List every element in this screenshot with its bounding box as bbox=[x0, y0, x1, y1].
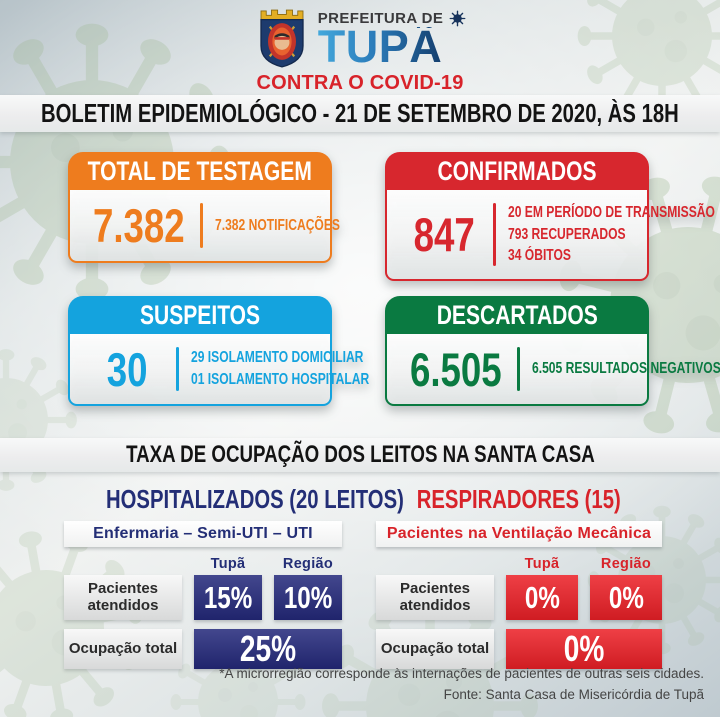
section-subtitle: Enfermaria – Semi-UTI – UTI bbox=[64, 521, 342, 547]
card-divider bbox=[199, 203, 203, 248]
card-confirmados: CONFIRMADOS 847 20 EM PERÍODO DE TRANSMI… bbox=[385, 152, 715, 281]
section-subtitle: Pacientes na Ventilação Mecânica bbox=[376, 521, 662, 547]
occupancy-table: Pacientes atendidos 0% 0% Ocupação total… bbox=[376, 575, 662, 669]
column-header-tupa: Tupã bbox=[524, 556, 560, 572]
column-header-regiao: Região bbox=[282, 556, 334, 572]
card-detail-line: 01 ISOLAMENTO HOSPITALAR bbox=[191, 371, 370, 388]
card-value: 30 bbox=[106, 342, 148, 396]
card-header: TOTAL DE TESTAGEM bbox=[68, 152, 332, 190]
card-detail-line: 29 ISOLAMENTO DOMICILIAR bbox=[191, 349, 364, 367]
column-headers: Tupã Região bbox=[64, 556, 342, 572]
card-value: 6.505 bbox=[409, 342, 502, 396]
card-body: 30 29 ISOLAMENTO DOMICILIAR 01 ISOLAMENT… bbox=[68, 334, 369, 406]
card-body: 6.505 6.505 RESULTADOS NEGATIVOS bbox=[385, 334, 720, 406]
card-title: CONFIRMADOS bbox=[437, 155, 597, 186]
card-details: 6.505 RESULTADOS NEGATIVOS bbox=[532, 360, 720, 378]
city-name: TUPÃ bbox=[317, 21, 443, 72]
card-header: CONFIRMADOS bbox=[385, 152, 649, 190]
card-body: 7.382 7.382 NOTIFICAÇÕES bbox=[68, 190, 340, 263]
card-details: 29 ISOLAMENTO DOMICILIAR 01 ISOLAMENTO H… bbox=[191, 349, 420, 388]
city-hall-logo: PREFEITURA DE TUPÃ CONT bbox=[0, 7, 720, 95]
value-regiao: 10% bbox=[274, 575, 342, 620]
occupancy-title: TAXA DE OCUPAÇÃO DOS LEITOS NA SANTA CAS… bbox=[125, 441, 595, 468]
value-tupa: 15% bbox=[194, 575, 262, 620]
campaign-slogan: CONTRA O COVID-19 bbox=[256, 72, 464, 94]
value-total: 0% bbox=[506, 628, 662, 669]
section-hospitalizados: HOSPITALIZADOS (20 LEITOS) Enfermaria – … bbox=[64, 484, 404, 669]
card-details: 7.382 NOTIFICAÇÕES bbox=[215, 217, 375, 235]
footnote-microregion: *A microrregião corresponde às internaçõ… bbox=[219, 666, 704, 682]
row-label: Pacientes atendidos bbox=[64, 575, 182, 620]
card-title: DESCARTADOS bbox=[436, 299, 598, 330]
section-title: HOSPITALIZADOS (20 LEITOS) bbox=[106, 484, 404, 514]
org-line: PREFEITURA DE bbox=[317, 10, 444, 27]
section-respiradores: RESPIRADORES (15) Pacientes na Ventilaçã… bbox=[376, 484, 662, 669]
card-detail-line: 6.505 RESULTADOS NEGATIVOS bbox=[531, 360, 720, 378]
column-headers: Tupã Região bbox=[376, 556, 662, 572]
card-body: 847 20 EM PERÍODO DE TRANSMISSÃO 793 REC… bbox=[385, 190, 715, 281]
card-detail-line: 20 EM PERÍODO DE TRANSMISSÃO bbox=[508, 204, 715, 222]
card-divider bbox=[176, 347, 179, 391]
section-title: RESPIRADORES (15) bbox=[417, 484, 621, 514]
card-detail-line: 7.382 NOTIFICAÇÕES bbox=[214, 216, 340, 234]
card-header: DESCARTADOS bbox=[385, 296, 649, 334]
card-total-testagem: TOTAL DE TESTAGEM 7.382 7.382 NOTIFICAÇÕ… bbox=[68, 152, 340, 263]
card-detail-line: 34 ÓBITOS bbox=[508, 247, 571, 265]
row-label: Ocupação total bbox=[64, 629, 182, 669]
card-value: 7.382 bbox=[92, 199, 185, 252]
card-details: 20 EM PERÍODO DE TRANSMISSÃO 793 RECUPER… bbox=[508, 204, 720, 265]
card-divider bbox=[516, 347, 520, 391]
card-title: SUSPEITOS bbox=[139, 299, 261, 330]
value-regiao: 0% bbox=[590, 575, 662, 620]
column-header-tupa: Tupã bbox=[210, 556, 246, 572]
row-label: Pacientes atendidos bbox=[376, 575, 494, 620]
footnote-source: Fonte: Santa Casa de Misericórdia de Tup… bbox=[443, 687, 704, 703]
card-title: TOTAL DE TESTAGEM bbox=[87, 155, 313, 186]
row-label: Ocupação total bbox=[376, 629, 494, 669]
value-tupa: 0% bbox=[506, 575, 578, 620]
footer-notes: *A microrregião corresponde às internaçõ… bbox=[219, 664, 704, 706]
card-suspeitos: SUSPEITOS 30 29 ISOLAMENTO DOMICILIAR 01… bbox=[68, 296, 369, 406]
tupa-coat-of-arms-icon bbox=[260, 9, 304, 68]
card-value: 847 bbox=[413, 208, 475, 261]
column-header-regiao: Região bbox=[600, 556, 652, 572]
bulletin-title-banner: BOLETIM EPIDEMIOLÓGICO - 21 DE SETEMBRO … bbox=[0, 95, 720, 132]
occupancy-title-banner: TAXA DE OCUPAÇÃO DOS LEITOS NA SANTA CAS… bbox=[0, 438, 720, 472]
card-divider bbox=[493, 203, 496, 266]
occupancy-table: Pacientes atendidos 15% 10% Ocupação tot… bbox=[64, 575, 342, 669]
card-detail-line: 793 RECUPERADOS bbox=[508, 225, 626, 243]
bulletin-title: BOLETIM EPIDEMIOLÓGICO - 21 DE SETEMBRO … bbox=[41, 98, 679, 128]
card-descartados: DESCARTADOS 6.505 6.505 RESULTADOS NEGAT… bbox=[385, 296, 720, 406]
value-total: 25% bbox=[194, 628, 342, 669]
card-header: SUSPEITOS bbox=[68, 296, 332, 334]
virus-icon bbox=[449, 10, 466, 27]
